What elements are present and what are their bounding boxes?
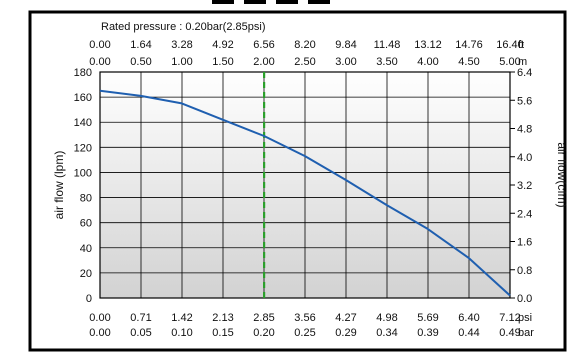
bar-axis-tick-label: 0.44	[458, 327, 479, 339]
left-axis: 0 20 40 60 80 100 120 140 160 180	[74, 67, 92, 305]
psi-axis-tick-label: 2.85	[253, 312, 274, 324]
psi-axis-unit-label: psi	[518, 312, 532, 324]
cfm-axis-tick-label: 6.4	[517, 67, 532, 79]
bar-axis-tick-label: 0.49	[499, 327, 520, 339]
psi-axis-tick-label: 6.40	[458, 312, 479, 324]
psi-axis-tick-label: 5.69	[417, 312, 438, 324]
m-axis-tick-label: 0.50	[130, 56, 151, 68]
bar-axis-unit-label: bar	[518, 327, 534, 339]
lpm-axis-tick-label: 40	[80, 243, 92, 255]
m-axis-tick-label: 3.50	[376, 56, 397, 68]
bottom-axis-psi: 0.00 0.71 1.42 2.13 2.85 3.56 4.27 4.98 5.69 6.40…	[89, 312, 532, 324]
cfm-axis-tick-label: 4.8	[517, 124, 532, 136]
ft-axis-tick-label: 1.64	[130, 39, 151, 51]
outer-frame	[28, 10, 567, 352]
ft-axis-tick-label: 16.40	[496, 39, 524, 51]
lpm-axis-tick-label: 20	[80, 268, 92, 280]
cfm-axis-tick-label: 0.0	[517, 293, 532, 305]
ft-axis-tick-label: 11.48	[374, 39, 401, 51]
ft-axis-tick-label: 14.76	[455, 39, 483, 51]
psi-axis-tick-label: 4.98	[376, 312, 397, 324]
lpm-axis-tick-label: 80	[80, 193, 92, 205]
m-axis-unit-label: m	[518, 56, 527, 68]
cfm-axis-tick-label: 4.0	[517, 152, 532, 164]
ft-axis-tick-label: 3.28	[171, 39, 192, 51]
cfm-axis-tick-label: 5.6	[517, 95, 532, 107]
header-decor	[212, 0, 330, 4]
m-axis-tick-label: 4.50	[458, 56, 479, 68]
lpm-axis-tick-label: 180	[74, 67, 92, 79]
lpm-axis-tick-label: 140	[74, 117, 92, 129]
bar-axis-tick-label: 0.05	[130, 327, 151, 339]
air-flow-curve	[99, 89, 511, 297]
bar-axis-tick-label: 0.25	[294, 327, 315, 339]
ft-axis-tick-label: 4.92	[212, 39, 233, 51]
psi-axis-tick-label: 7.12	[499, 312, 520, 324]
m-axis-tick-label: 2.00	[253, 56, 274, 68]
series-layer	[99, 89, 511, 297]
ft-axis-tick-label: 9.84	[335, 39, 356, 51]
y-axis-title-right: air flow(cfm)	[555, 142, 569, 207]
ft-axis-tick-label: 8.20	[294, 39, 315, 51]
m-axis-tick-label: 1.00	[171, 56, 192, 68]
m-axis-tick-label: 1.50	[212, 56, 233, 68]
bar-axis-tick-label: 0.15	[212, 327, 233, 339]
lpm-axis-tick-label: 0	[86, 293, 92, 305]
right-axis: 0.0 0.8 1.6 2.4 3.2 4.0 4.8 5.6 6.4	[510, 67, 532, 305]
psi-axis-tick-label: 4.27	[335, 312, 356, 324]
lpm-axis-tick-label: 120	[74, 142, 92, 154]
psi-axis-tick-label: 2.13	[212, 312, 233, 324]
psi-axis-tick-label: 0.71	[130, 312, 151, 324]
top-axis-m: 0.00 0.50 1.00 1.50 2.00 2.50 3.00 3.50 4.00 4.50…	[89, 56, 527, 68]
cfm-axis-tick-label: 3.2	[517, 180, 532, 192]
cfm-axis-tick-label: 1.6	[517, 237, 532, 249]
bar-axis-tick-label: 0.29	[335, 327, 356, 339]
lpm-axis-tick-label: 60	[80, 218, 92, 230]
psi-axis-tick-label: 3.56	[294, 312, 315, 324]
bar-axis-tick-label: 0.39	[417, 327, 438, 339]
bar-axis-tick-label: 0.20	[253, 327, 274, 339]
m-axis-tick-label: 2.50	[294, 56, 315, 68]
ft-axis-tick-label: 0.00	[89, 39, 110, 51]
cfm-axis-tick-label: 0.8	[517, 265, 532, 277]
ft-axis-tick-label: 6.56	[253, 39, 274, 51]
bar-axis-tick-label: 0.10	[171, 327, 192, 339]
ft-axis-tick-label: 13.12	[414, 39, 442, 51]
top-axis-ft: 0.00 1.64 3.28 4.92 6.56 8.20 9.84 11.48 13.12 14…	[89, 39, 524, 51]
y-axis-title-left: air flow (lpm)	[52, 151, 66, 220]
lpm-axis-tick-label: 100	[74, 167, 92, 179]
rated-pressure-label: Rated pressure : 0.20bar(2.85psi)	[101, 21, 265, 33]
m-axis-tick-label: 4.00	[417, 56, 438, 68]
bottom-axis-bar: 0.00 0.05 0.10 0.15 0.20 0.25 0.29 0.34 0.39 0.44…	[89, 327, 534, 339]
psi-axis-tick-label: 0.00	[89, 312, 110, 324]
cfm-axis-tick-label: 2.4	[517, 208, 532, 220]
ft-axis-unit-label: ft	[518, 39, 524, 51]
psi-axis-tick-label: 1.42	[171, 312, 192, 324]
bar-axis-tick-label: 0.34	[376, 327, 397, 339]
m-axis-tick-label: 0.00	[89, 56, 110, 68]
bar-axis-tick-label: 0.00	[89, 327, 110, 339]
grid	[100, 72, 510, 298]
m-axis-tick-label: 5.00	[499, 56, 520, 68]
lpm-axis-tick-label: 160	[74, 92, 92, 104]
m-axis-tick-label: 3.00	[335, 56, 356, 68]
